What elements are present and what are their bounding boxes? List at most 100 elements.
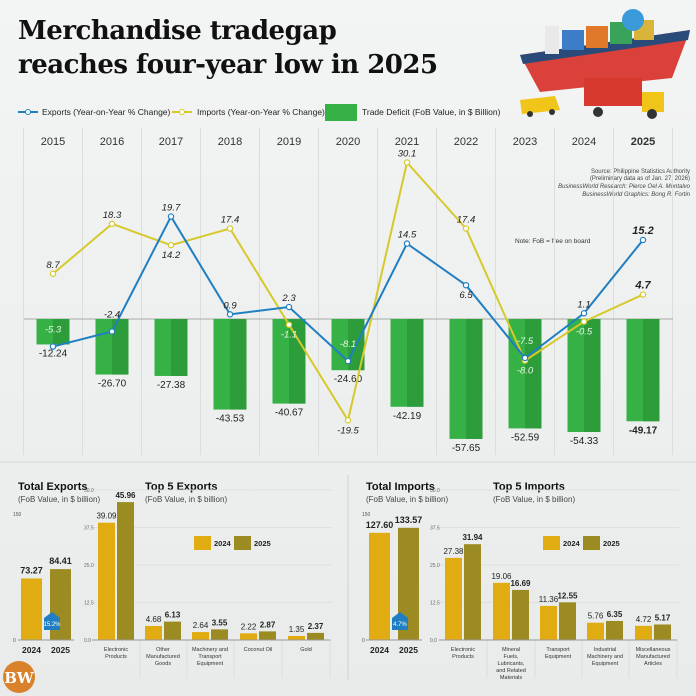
growth-badge-up-arrow-icon [44,612,60,630]
exports-point [344,357,352,365]
total-bar-2024 [369,532,390,640]
imports-point [344,417,352,424]
bar-value-label: 2.37 [308,622,324,631]
bar-value-label: 31.94 [462,533,483,542]
panel-title: Total Exports [18,481,87,493]
legend-swatch-2025 [583,536,600,550]
axis-tick-label: 150 [13,512,22,518]
bar-value-label: 73.27 [20,565,43,575]
imports-value-label: -0.5 [576,327,593,338]
bar-2024 [98,522,115,640]
bar-value-label: 4.72 [636,615,652,624]
axis-tick-label: 50.0 [430,488,440,494]
source-line: (Preliminary data as of Jan. 27, 2026) [590,176,690,182]
exports-point [49,343,57,350]
imports-point [580,318,588,325]
exports-value-label: 19.7 [162,203,181,214]
bar-value-label: 4.68 [146,615,162,624]
deficit-bar-shade [230,319,247,410]
category-label: Coconut Oil [244,647,273,653]
bottom-charts: Total Exports (FoB Value, in $ billion) 0 1… [13,481,679,681]
deficit-bar-shade [407,319,424,407]
bar-2025 [117,502,134,640]
deficit-bar-shade [112,319,129,375]
bar-value-label: 45.96 [115,491,136,500]
bar-2025 [211,629,228,640]
bar-value-label: 39.09 [96,512,117,521]
year-label: 2021 [395,136,419,148]
axis-tick-label: 12.5 [84,601,94,607]
legend-deficit: Trade Deficit (FoB Value, in $ Billion) [325,104,501,121]
bar-2024 [635,625,652,640]
legend-imports: Imports (Year-on-Year % Change) [172,107,325,117]
bar-2025 [464,544,481,640]
imports-value-label: 30.1 [398,148,417,159]
deficit-bar-shade [525,319,542,429]
exports-value-label: -2.4 [104,309,120,320]
bar-value-label: 5.17 [655,613,671,622]
exports-point [521,354,529,362]
legend-label: 2024 [214,539,232,548]
legend-exports-label: Exports (Year-on-Year % Change) [42,107,171,117]
bar-2024 [288,635,305,640]
globe-icon [622,9,644,31]
research-credit: BusinessWorld Research: Pierce Oel A. Mo… [558,184,690,190]
total-bar-2024 [21,578,42,640]
imports-point [226,225,234,232]
imports-value-label: 17.4 [221,215,240,226]
total-bar-2025 [398,527,419,640]
imports-value-label: 18.3 [103,210,122,221]
category-label: Other Manufactured Goods [146,647,180,667]
year-label: 2025 [51,645,70,655]
source-line: Source: Philippine Statistics Authority [591,169,690,175]
panel-subtitle: (FoB Value, in $ billion) [493,495,575,504]
bar-value-label: 2.64 [193,621,209,630]
cargo-ship-illustration [520,9,690,92]
year-label: 2024 [370,645,389,655]
exports-point [639,236,647,244]
deficit-value-label: -26.70 [98,379,127,390]
imports-point [462,225,470,232]
bar-2024 [145,625,162,640]
deficit-bar-shade [643,319,660,422]
exports-value-label: 1.1 [577,299,590,310]
panel-title: Total Imports [366,481,435,493]
exports-value-label: 6.5 [459,290,473,301]
year-label: 2015 [41,136,65,148]
bar-2024 [240,633,257,640]
year-label: 2018 [218,136,242,148]
category-label: Gold [300,647,312,653]
imports-point [108,220,116,228]
bar-2025 [259,631,276,640]
panel-subtitle: (FoB Value, in $ billion) [18,495,100,504]
deficit-value-label: -52.59 [511,432,540,443]
category-label: Industrial Machinery and Equipment [587,647,623,667]
panel-title: Top 5 Exports [145,481,218,493]
legend-exports: Exports (Year-on-Year % Change) [18,107,171,117]
bar-2025 [164,621,181,640]
exports-point [108,328,116,335]
deficit-value-label: -40.67 [275,408,304,419]
exports-point [462,282,470,289]
truck-illustration [520,78,664,119]
legend-label: 2025 [603,539,620,548]
deficit-value-label: -24.60 [334,374,363,385]
bar-value-label: 19.06 [491,572,512,581]
bw-logo: BW [3,661,35,693]
bar-value-label: 5.76 [588,612,604,621]
title-line-1: Merchandise tradegap [18,16,337,46]
exports-value-label: -7.5 [517,336,534,347]
bar-value-label: 6.13 [165,611,181,620]
axis-tick-label: 12.5 [430,601,440,607]
deficit-value-label: -27.38 [157,380,186,391]
bar-value-label: 2.22 [241,622,257,631]
deficit-bar-shade [584,319,601,433]
imports-value-label: 14.2 [162,250,181,261]
category-label: Machinery and Transport Equipment [192,647,228,667]
bar-2024 [493,582,510,640]
imports-value-label: -1.1 [281,330,297,341]
bar-2025 [654,624,671,640]
exports-value-label: 15.2 [632,225,653,237]
growth-badge-label: 15.2% [43,622,61,628]
exports-value-label: 2.3 [281,293,296,304]
